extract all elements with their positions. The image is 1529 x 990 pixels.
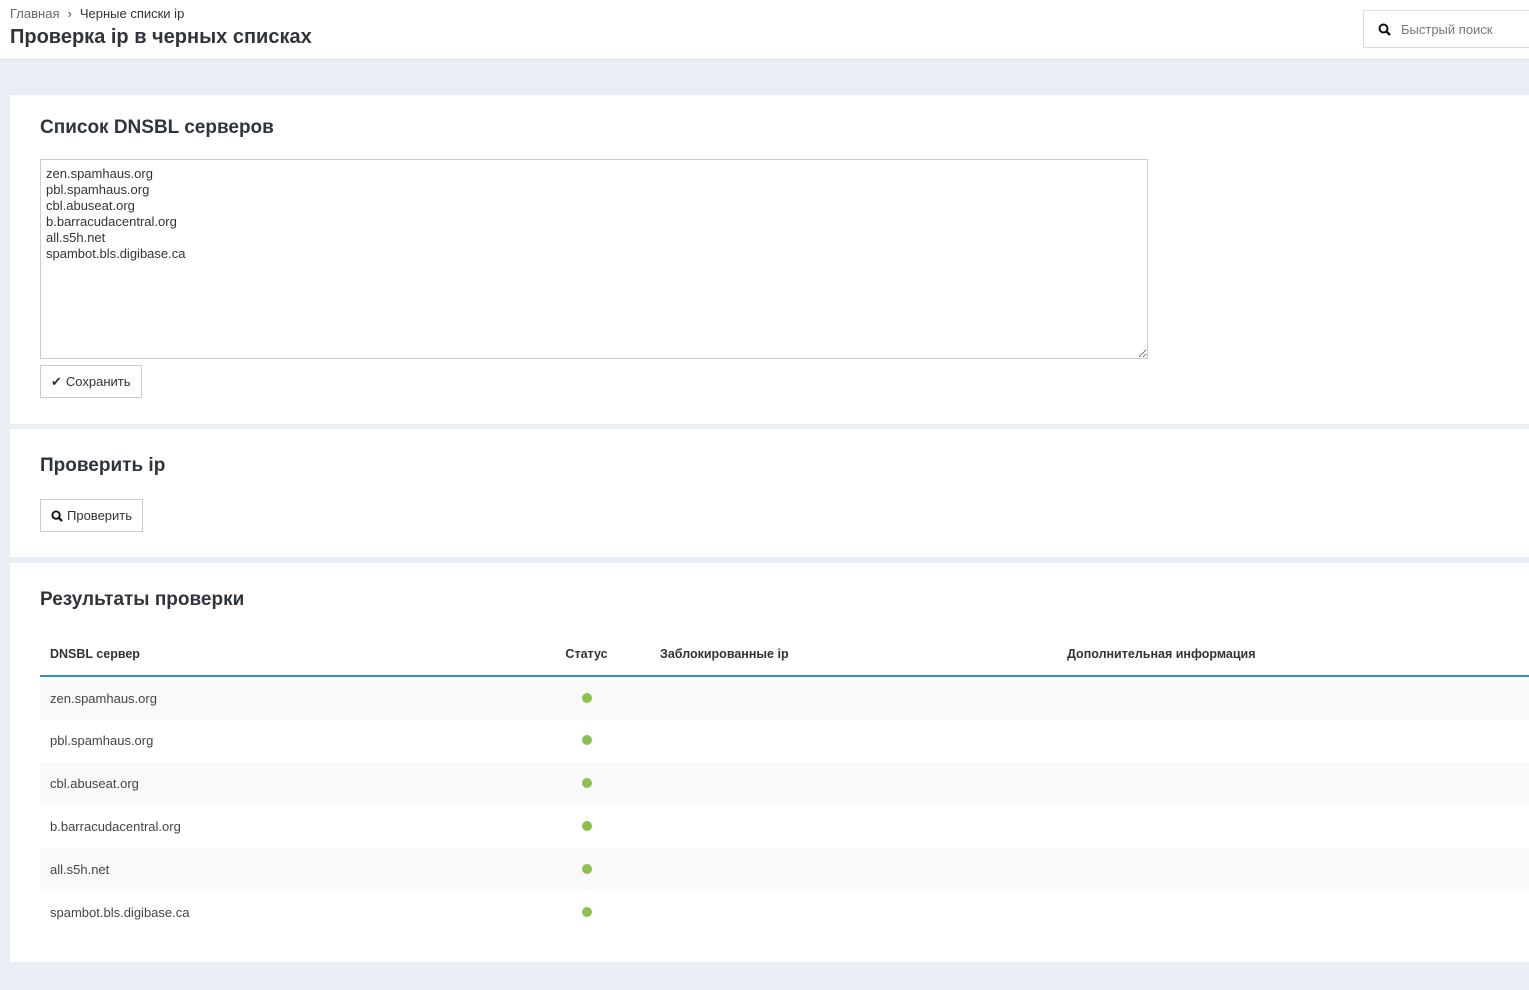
status-cell xyxy=(523,848,650,891)
check-ip-card: Проверить ip Проверить xyxy=(10,429,1529,557)
table-row: all.s5h.net xyxy=(40,848,1529,891)
save-button[interactable]: ✔ Сохранить xyxy=(40,365,142,398)
save-label: Сохранить xyxy=(65,374,131,389)
server-cell: zen.spamhaus.org xyxy=(40,676,523,719)
status-ok-icon xyxy=(581,907,592,917)
page-title: Проверка ip в черных списках xyxy=(10,26,312,48)
status-ok-icon xyxy=(581,821,592,831)
search-placeholder: Быстрый поиск xyxy=(1401,21,1493,37)
col-extra-info: Дополнительная информация xyxy=(1057,632,1529,677)
extra-info-cell xyxy=(1057,805,1529,848)
extra-info-cell xyxy=(1057,762,1529,805)
status-cell xyxy=(523,676,650,719)
extra-info-cell xyxy=(1057,719,1529,762)
check-button[interactable]: Проверить xyxy=(40,499,144,532)
blocked-ip-cell xyxy=(650,676,1057,719)
table-row: b.barracudacentral.org xyxy=(40,805,1529,848)
results-card: Результаты проверки DNSBL сервер Статус … xyxy=(10,563,1529,962)
blocked-ip-cell xyxy=(650,762,1057,805)
check-icon: ✔ xyxy=(51,373,62,389)
status-cell xyxy=(523,762,650,805)
table-row: spambot.bls.digibase.ca xyxy=(40,891,1529,934)
server-cell: cbl.abuseat.org xyxy=(40,762,523,805)
check-label: Проверить xyxy=(67,508,133,523)
top-header: Главная › Черные списки ip Проверка ip в ч… xyxy=(0,0,1529,60)
extra-info-cell xyxy=(1057,891,1529,934)
breadcrumb-current: Черные списки ip xyxy=(79,6,185,21)
col-blocked-ip: Заблокированные ip xyxy=(650,632,1057,677)
dnsbl-list-card: Список DNSBL серверов ✔Сохранить xyxy=(10,95,1529,424)
blocked-ip-cell xyxy=(650,719,1057,762)
server-cell: b.barracudacentral.org xyxy=(50,819,181,834)
server-cell: all.s5h.net xyxy=(40,848,523,891)
extra-info-cell xyxy=(1057,848,1529,891)
col-status: Статус xyxy=(523,632,650,677)
table-row: pbl.spamhaus.org xyxy=(40,719,1529,762)
search-icon xyxy=(1378,23,1391,36)
blocked-ip-cell xyxy=(650,891,1057,934)
search-icon xyxy=(51,509,63,522)
extra-info-cell xyxy=(1057,676,1529,719)
server-cell: pbl.spamhaus.org xyxy=(50,733,154,748)
status-ok-icon xyxy=(581,735,592,745)
blocked-ip-cell xyxy=(650,848,1057,891)
status-ok-icon xyxy=(581,692,592,703)
dnsbl-list-title: Список DNSBL серверов xyxy=(40,117,274,138)
status-cell xyxy=(523,805,650,848)
chevron-right-icon: › xyxy=(67,6,72,21)
check-ip-title: Проверить ip xyxy=(40,455,166,476)
quick-search-input[interactable]: Быстрый поиск xyxy=(1363,10,1529,48)
table-row: zen.spamhaus.org xyxy=(40,676,1529,719)
blocked-ip-cell xyxy=(650,805,1057,848)
results-table: DNSBL сервер Статус Заблокированные ip Д… xyxy=(40,632,1529,934)
breadcrumb: Главная › Черные списки ip xyxy=(10,6,184,21)
server-cell: spambot.bls.digibase.ca xyxy=(50,905,190,920)
results-title: Результаты проверки xyxy=(40,589,245,610)
status-ok-icon xyxy=(581,864,592,874)
status-cell xyxy=(523,891,650,934)
status-ok-icon xyxy=(581,778,592,788)
col-dnsbl-server: DNSBL сервер xyxy=(40,632,523,677)
status-cell xyxy=(523,719,650,762)
dnsbl-servers-textarea[interactable] xyxy=(40,159,1148,359)
breadcrumb-home[interactable]: Главная xyxy=(10,6,60,21)
table-row: cbl.abuseat.org xyxy=(40,762,1529,805)
